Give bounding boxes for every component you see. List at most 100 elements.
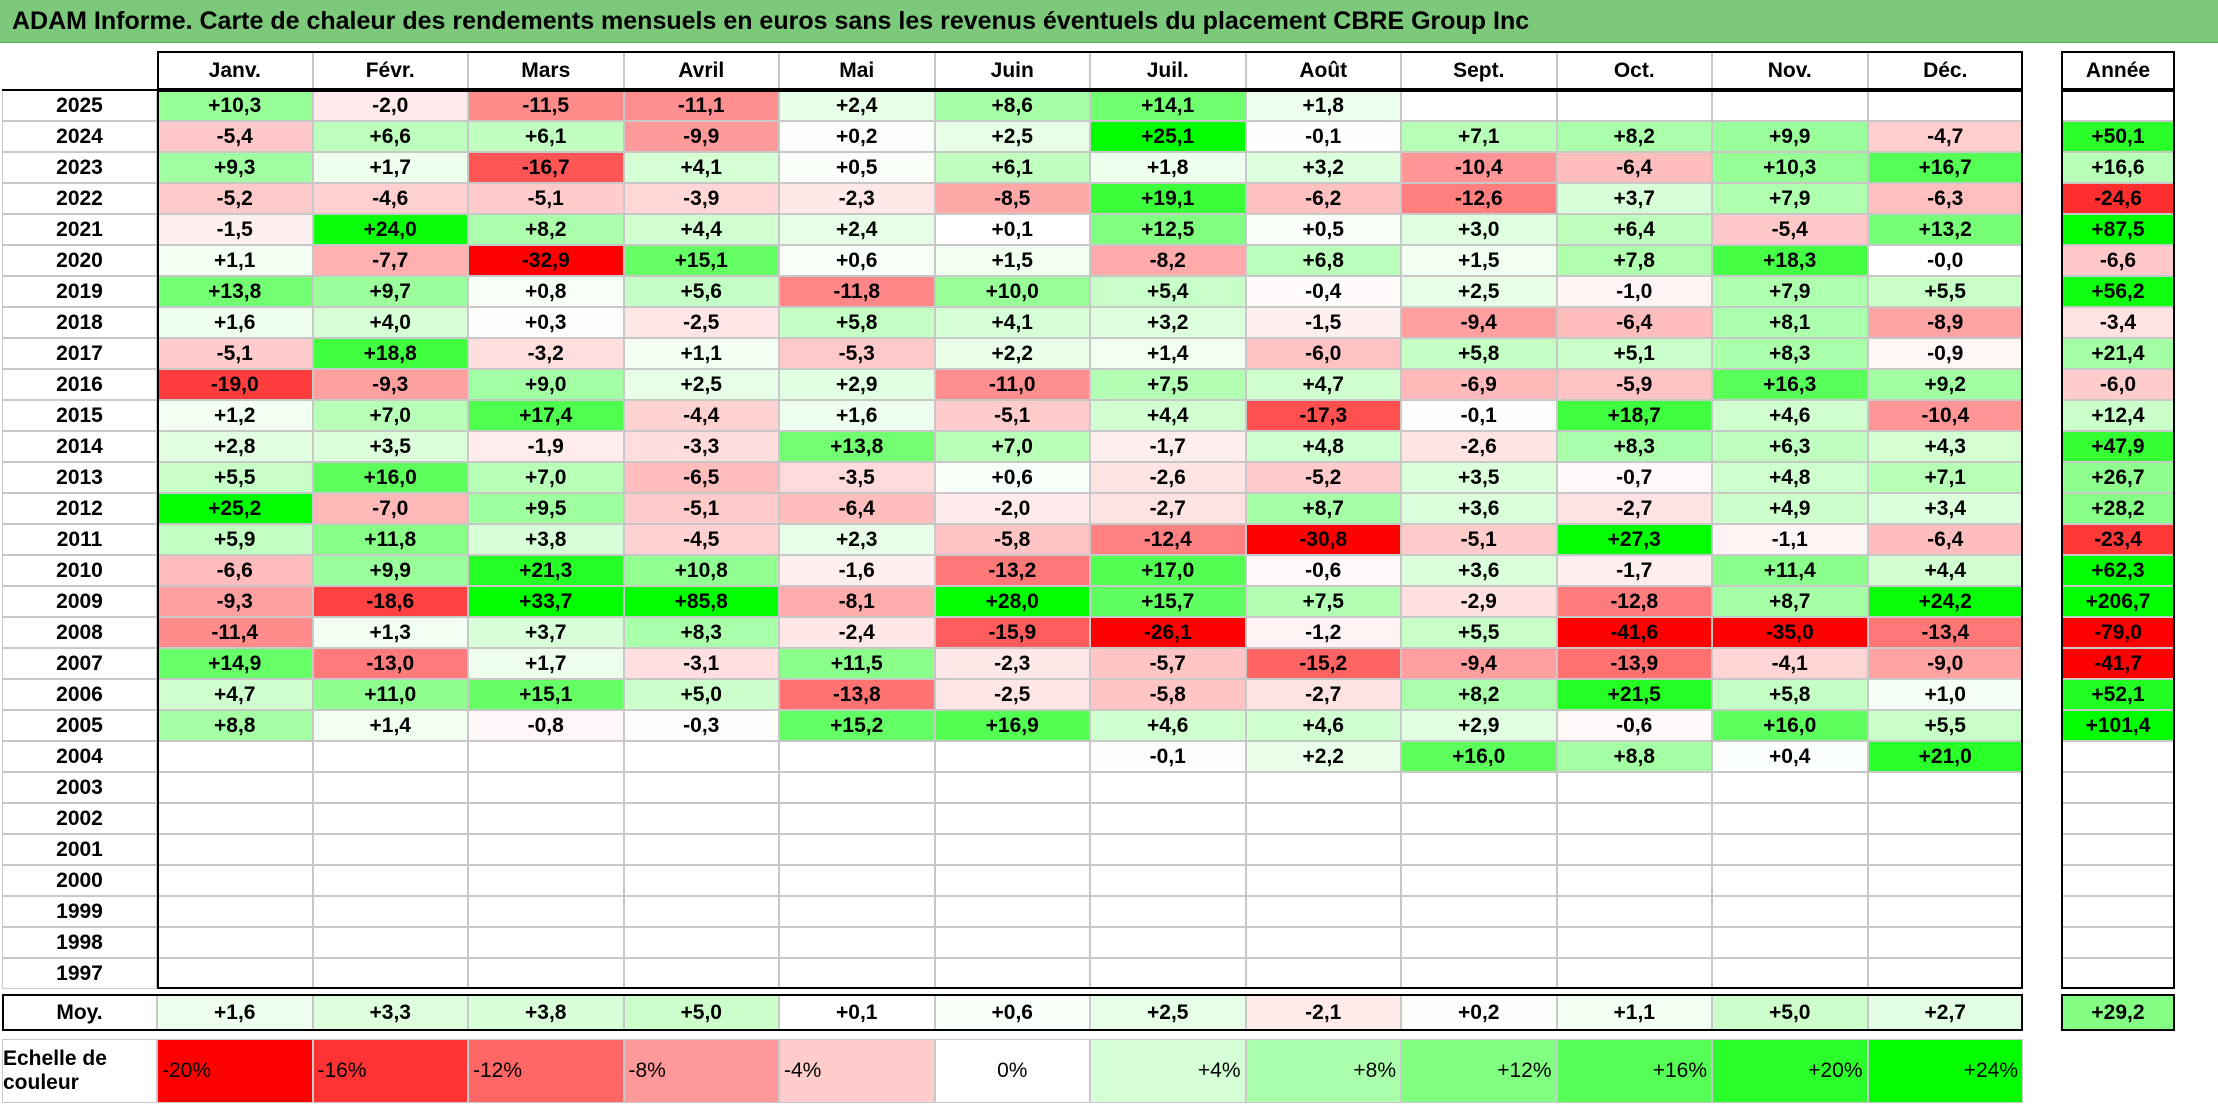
heatmap-cell: -6,4	[779, 493, 935, 524]
color-scale-cell: +16%	[1556, 1039, 1712, 1103]
year-label: 2012	[2, 493, 157, 524]
heatmap-cell: -7,7	[312, 245, 468, 276]
heatmap-cell: +4,4	[1867, 555, 2023, 586]
heatmap-cell: +28,0	[934, 586, 1090, 617]
heatmap-cell: +27,3	[1556, 524, 1712, 555]
heatmap-cell: +16,7	[1867, 152, 2023, 183]
heatmap-cell: +6,6	[312, 121, 468, 152]
heatmap-cell: -11,5	[468, 90, 624, 121]
heatmap-cell	[623, 834, 779, 865]
heatmap-cell: -1,2	[1245, 617, 1401, 648]
heatmap-cell: +4,3	[1867, 431, 2023, 462]
heatmap-cell: -9,4	[1401, 648, 1557, 679]
heatmap-cell: +0,6	[779, 245, 935, 276]
heatmap-cell	[934, 772, 1090, 803]
heatmap-cell: +4,1	[934, 307, 1090, 338]
heatmap-cell: -2,3	[779, 183, 935, 214]
heatmap-cell	[1090, 865, 1246, 896]
heatmap-cell: +1,0	[1867, 679, 2023, 710]
heatmap-cell: -1,0	[1556, 276, 1712, 307]
heatmap-cell	[1090, 834, 1246, 865]
heatmap-cell	[1245, 958, 1401, 989]
heatmap-cell: -2,7	[1245, 679, 1401, 710]
heatmap-cell	[1245, 927, 1401, 958]
heatmap-cell: +7,5	[1090, 369, 1246, 400]
month-header: Nov.	[1712, 51, 1868, 90]
annual-return-cell: +87,5	[2061, 214, 2175, 245]
heatmap-cell: +16,9	[934, 710, 1090, 741]
heatmap-cell: +4,1	[623, 152, 779, 183]
heatmap-cell: +8,8	[1556, 741, 1712, 772]
heatmap-cell: +10,8	[623, 555, 779, 586]
header-separator	[2, 89, 2023, 91]
heatmap-cell: -8,9	[1867, 307, 2023, 338]
heatmap-cell: -2,4	[779, 617, 935, 648]
heatmap-cell: -4,1	[1712, 648, 1868, 679]
heatmap-cell: -5,4	[157, 121, 313, 152]
heatmap-cell: +3,6	[1401, 493, 1557, 524]
heatmap-cell	[1556, 90, 1712, 121]
year-label: 2019	[2, 276, 157, 307]
heatmap-cell: +15,2	[779, 710, 935, 741]
heatmap-cell	[1245, 834, 1401, 865]
heatmap-cell: +0,8	[468, 276, 624, 307]
year-label: 1997	[2, 958, 157, 989]
heatmap-cell: +5,9	[157, 524, 313, 555]
heatmap-cell: +1,7	[468, 648, 624, 679]
heatmap-cell	[468, 865, 624, 896]
heatmap-cell	[1712, 772, 1868, 803]
heatmap-cell: +4,6	[1245, 710, 1401, 741]
heatmap-cell: -6,2	[1245, 183, 1401, 214]
heatmap-cell: -2,6	[1090, 462, 1246, 493]
heatmap-cell	[1712, 834, 1868, 865]
heatmap-cell: +8,3	[623, 617, 779, 648]
heatmap-cell: +8,7	[1245, 493, 1401, 524]
heatmap-cell: -4,7	[1867, 121, 2023, 152]
annual-return-cell: +50,1	[2061, 121, 2175, 152]
heatmap-cell: +24,2	[1867, 586, 2023, 617]
annual-return-cell: +101,4	[2061, 710, 2175, 741]
heatmap-cell: +5,8	[1401, 338, 1557, 369]
heatmap-cell	[1556, 865, 1712, 896]
year-label: 1998	[2, 927, 157, 958]
average-cell: +1,6	[157, 994, 313, 1031]
heatmap-cell: -0,6	[1556, 710, 1712, 741]
heatmap-cell	[1401, 958, 1557, 989]
month-header: Sept.	[1401, 51, 1557, 90]
heatmap-cell: +19,1	[1090, 183, 1246, 214]
annual-return-cell: +12,4	[2061, 400, 2175, 431]
heatmap-cell: -32,9	[468, 245, 624, 276]
heatmap-cell: -9,3	[157, 586, 313, 617]
heatmap-cell	[157, 896, 313, 927]
heatmap-cell: +16,0	[1712, 710, 1868, 741]
heatmap-cell	[779, 834, 935, 865]
heatmap-cell: -5,9	[1556, 369, 1712, 400]
year-label: 2022	[2, 183, 157, 214]
heatmap-cell: -0,8	[468, 710, 624, 741]
heatmap-cell: +11,0	[312, 679, 468, 710]
heatmap-cell: +8,2	[1556, 121, 1712, 152]
heatmap-cell: -5,8	[934, 524, 1090, 555]
year-label: 2005	[2, 710, 157, 741]
heatmap-cell	[934, 803, 1090, 834]
heatmap-cell: -3,5	[779, 462, 935, 493]
heatmap-cell: +4,8	[1712, 462, 1868, 493]
heatmap-cell	[1556, 927, 1712, 958]
heatmap-cell: -6,3	[1867, 183, 2023, 214]
heatmap-cell	[468, 927, 624, 958]
heatmap-cell	[934, 741, 1090, 772]
month-header: Oct.	[1556, 51, 1712, 90]
year-label: 2018	[2, 307, 157, 338]
scale-label: Echelle de couleur	[2, 1039, 157, 1103]
heatmap-cell: +7,0	[934, 431, 1090, 462]
heatmap-cell	[1245, 865, 1401, 896]
heatmap-cell	[468, 803, 624, 834]
heatmap-cell: -11,4	[157, 617, 313, 648]
heatmap-cell: +15,1	[623, 245, 779, 276]
color-scale-cell: +24%	[1867, 1039, 2023, 1103]
heatmap-cell: +7,1	[1867, 462, 2023, 493]
year-label: 2011	[2, 524, 157, 555]
heatmap-cell: -15,9	[934, 617, 1090, 648]
heatmap-cell	[1556, 803, 1712, 834]
heatmap-cell: +3,5	[1401, 462, 1557, 493]
